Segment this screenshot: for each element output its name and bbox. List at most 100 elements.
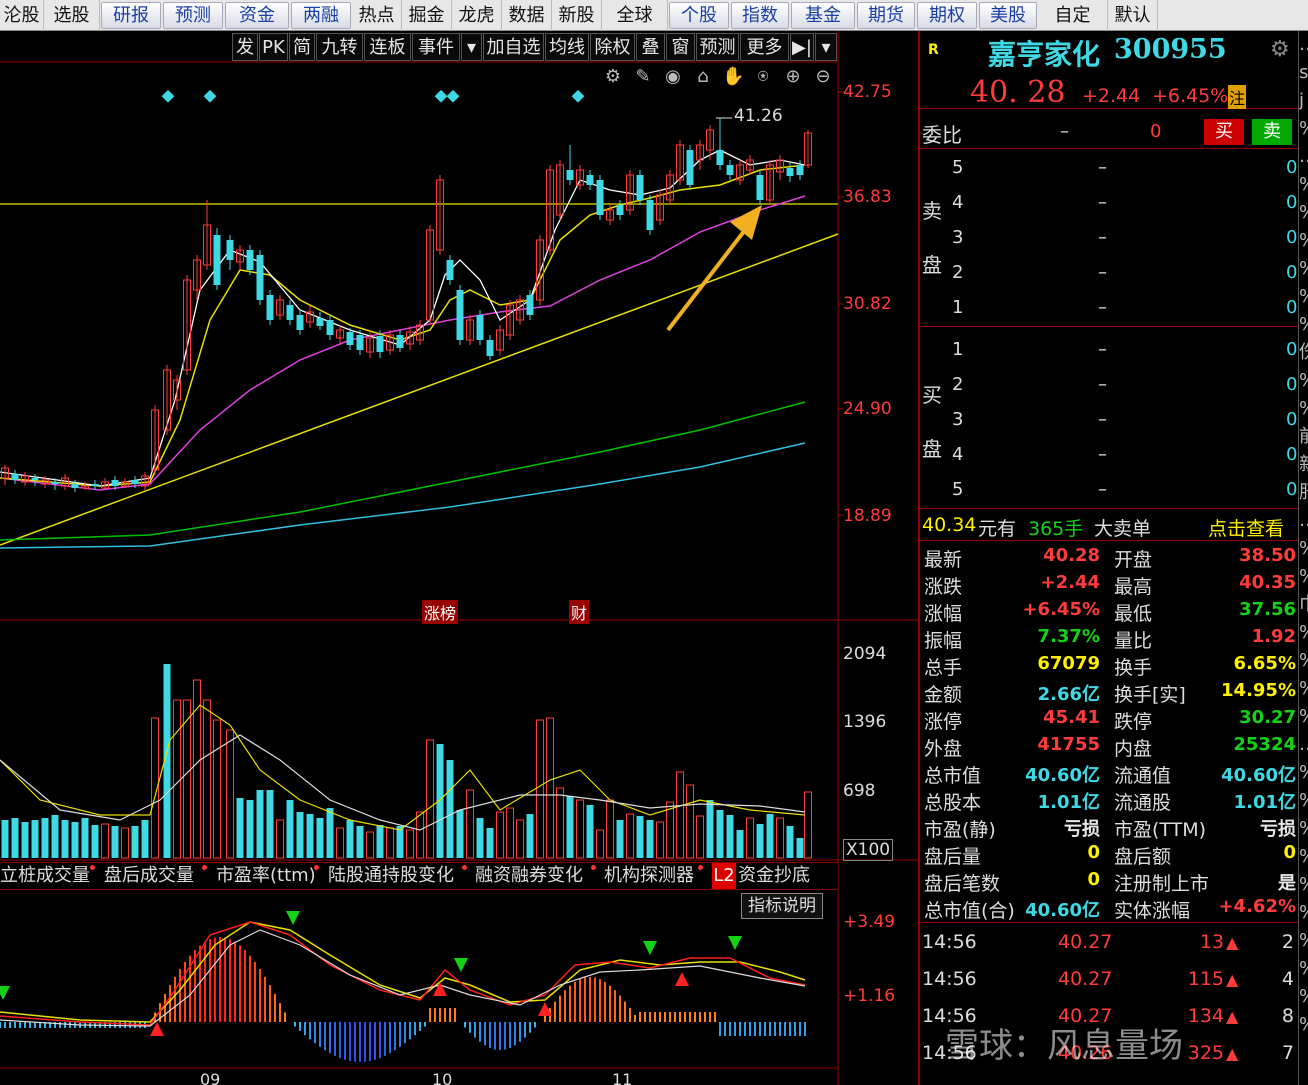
order-price: –: [1098, 339, 1107, 360]
toolbar-item[interactable]: 均线: [545, 33, 589, 61]
stat-value: 25324: [1233, 734, 1296, 755]
indicator-tab[interactable]: 市盈率(ttm): [216, 865, 316, 886]
stat-label: 最低: [1114, 603, 1153, 625]
hand-icon[interactable]: ✋: [722, 66, 745, 87]
toolbar-item[interactable]: 事件: [412, 33, 460, 61]
nav-tab[interactable]: 指数: [731, 2, 789, 29]
tag-caibao[interactable]: 财: [569, 600, 590, 624]
nav-tab[interactable]: 个股: [669, 2, 729, 29]
edge-glyph: %: [1299, 199, 1308, 227]
nav-tab[interactable]: 基金: [791, 2, 855, 29]
eye-icon[interactable]: ◉: [665, 66, 681, 87]
note-badge[interactable]: 注: [1228, 85, 1247, 109]
toolbar-item[interactable]: 简: [289, 33, 315, 61]
order-level: 2: [952, 262, 964, 283]
sell-button[interactable]: 卖: [1252, 119, 1292, 145]
nav-tab[interactable]: 沦股: [0, 0, 44, 31]
volume-bar-down: [646, 820, 654, 858]
volume-bar-down: [326, 808, 334, 858]
volume-bar-up: [121, 827, 129, 859]
buy-button[interactable]: 买: [1204, 119, 1244, 145]
toolbar-item[interactable]: 连板: [364, 33, 411, 61]
indicator-tab[interactable]: 资金抄底: [738, 865, 810, 886]
toolbar-item[interactable]: 加自选: [483, 33, 544, 61]
toolbar-item[interactable]: PK: [259, 33, 288, 61]
buy-side-label: 盘: [922, 437, 942, 461]
toolbar-item[interactable]: ▾: [815, 33, 837, 61]
candle-up: [121, 481, 129, 487]
nav-tab[interactable]: 期货: [857, 2, 915, 29]
nav-tab[interactable]: 新股: [552, 0, 602, 31]
candle-down: [586, 175, 594, 185]
indicator-tab[interactable]: 立桩成交量: [0, 865, 90, 886]
brush-icon[interactable]: ✎: [635, 66, 651, 87]
candle-down: [796, 165, 804, 175]
indicator-tab[interactable]: 融资融券变化: [475, 865, 583, 886]
nav-tab[interactable]: 期权: [917, 2, 977, 29]
candle-down: [296, 315, 304, 330]
volume-bar-down: [726, 815, 734, 858]
indicator-tab[interactable]: 盘后成交量: [104, 865, 194, 886]
volume-bar-up: [696, 815, 704, 859]
sell-signal-arrow-icon: [286, 911, 300, 925]
indicator-tab[interactable]: 陆股通持股变化: [328, 865, 454, 886]
zoom-in-icon[interactable]: ⊕: [785, 66, 801, 87]
nav-tab[interactable]: 数据: [502, 0, 552, 31]
toolbar-item[interactable]: ▶|: [790, 33, 814, 61]
last-price: 40. 28: [970, 75, 1066, 110]
gear-icon[interactable]: ⚙: [1270, 37, 1290, 62]
toolbar-item[interactable]: 除权: [590, 33, 635, 61]
view-link[interactable]: 点击查看: [1208, 518, 1285, 540]
toolbar-item[interactable]: 叠: [636, 33, 665, 61]
tag-zhangbang[interactable]: 涨榜: [422, 600, 459, 624]
nav-tab[interactable]: 美股: [979, 2, 1037, 29]
nav-tab[interactable]: 全球: [602, 0, 668, 31]
candle-up: [151, 409, 159, 471]
nav-tab[interactable]: 选股: [44, 0, 100, 31]
nav-tab[interactable]: 掘金: [402, 0, 452, 31]
toolbar-item[interactable]: 窗: [666, 33, 695, 61]
tick-time: 14:56: [922, 1005, 977, 1027]
basket-icon[interactable]: ⌂: [697, 66, 709, 87]
stat-label: 外盘: [924, 738, 963, 760]
toolbar-item[interactable]: 预测: [696, 33, 739, 61]
candle-up: [1, 467, 9, 479]
edge-glyph: %: [1299, 871, 1308, 899]
chart-canvas[interactable]: [0, 0, 918, 1085]
lock-icon[interactable]: ⍟: [757, 66, 769, 87]
candle-up: [366, 337, 374, 353]
stat-label: 振幅: [924, 630, 963, 652]
zoom-out-icon[interactable]: ⊖: [815, 66, 831, 87]
nav-tab[interactable]: 资金: [225, 2, 289, 29]
stock-name[interactable]: 嘉亨家化: [988, 38, 1101, 71]
sell-side-label: 卖: [922, 199, 942, 223]
indicator-tab[interactable]: L2: [712, 863, 736, 889]
volume-bar-down: [346, 820, 354, 858]
order-price: –: [1098, 192, 1107, 213]
edge-glyph: %: [1299, 535, 1308, 563]
toolbar-item[interactable]: 九转: [316, 33, 363, 61]
order-level: 1: [952, 339, 964, 360]
indicator-help-button[interactable]: 指标说明: [741, 893, 823, 919]
nav-tab[interactable]: 研报: [101, 2, 161, 29]
big-order-row[interactable]: 40.34 元有 365手 大卖单 点击查看: [920, 511, 1300, 541]
stat-label: 流通股: [1114, 792, 1172, 814]
volume-bar-down: [296, 812, 304, 858]
edge-glyph: 前: [1299, 423, 1308, 451]
toolbar-item[interactable]: 发: [232, 33, 258, 61]
nav-tab[interactable]: 龙虎: [452, 0, 502, 31]
nav-tab[interactable]: 自定: [1038, 0, 1108, 31]
tick-volume: 325: [1187, 1042, 1224, 1064]
toolbar-item[interactable]: ▾: [461, 33, 482, 61]
settings-icon[interactable]: ⚙: [604, 66, 622, 87]
nav-tab[interactable]: 预测: [163, 2, 223, 29]
toolbar-item[interactable]: 更多: [740, 33, 789, 61]
indicator-tab[interactable]: 机构探测器: [604, 865, 694, 886]
nav-tab[interactable]: 热点: [352, 0, 402, 31]
candle-down: [226, 240, 234, 260]
stat-label: 涨停: [924, 711, 963, 733]
volume-bar-up: [101, 823, 109, 859]
nav-tab[interactable]: 默认: [1108, 0, 1158, 31]
nav-tab[interactable]: 两融: [291, 2, 351, 29]
